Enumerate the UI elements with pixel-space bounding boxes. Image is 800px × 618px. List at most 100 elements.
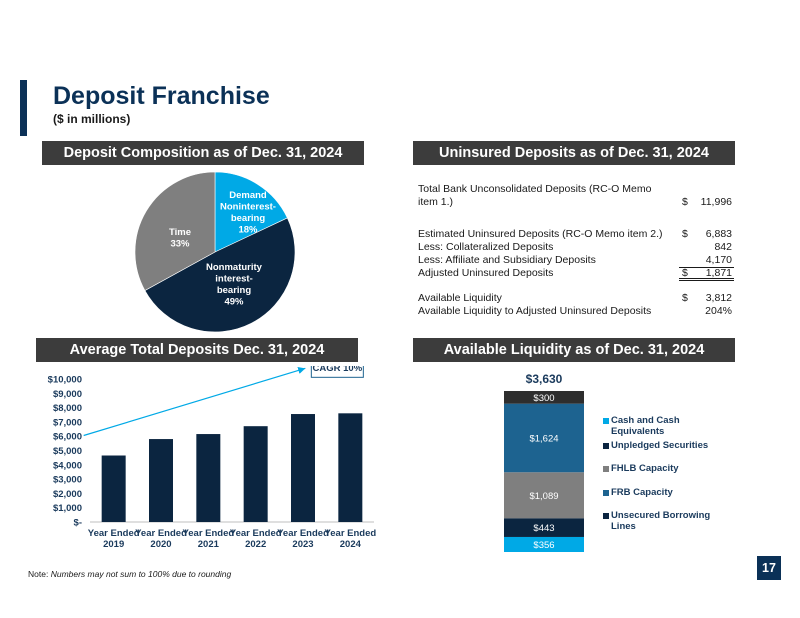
y-tick-label: $2,000 <box>53 489 82 500</box>
table-row: Adjusted Uninsured Deposits $ 1,871 <box>418 267 738 281</box>
pie-slice-label: Time 33% <box>169 227 191 250</box>
row-value: 11,996 <box>700 196 732 208</box>
y-tick-label: $9,000 <box>53 389 82 400</box>
total-underline <box>679 267 734 281</box>
row-value: 4,170 <box>705 254 732 268</box>
y-tick-label: $1,000 <box>53 503 82 514</box>
pie-slice <box>214 171 288 253</box>
footnote-text: Numbers may not sum to 100% due to round… <box>50 569 232 579</box>
available-liquidity-stacked-bar: $356 $443 $1,089 $1,624 $300 $3,630 <box>504 372 584 552</box>
legend-label: Cash and Cash Equivalents <box>611 415 680 437</box>
section-header-uninsured: Uninsured Deposits as of Dec. 31, 2024 <box>413 141 735 165</box>
y-tick-label: $- <box>74 518 82 529</box>
row-value: 204% <box>705 305 732 317</box>
bar <box>149 439 173 522</box>
bar <box>101 455 126 522</box>
legend-label: Unsecured Borrowing Lines <box>611 510 711 532</box>
legend-item: FHLB Capacity <box>603 463 713 474</box>
row-label: Adjusted Uninsured Deposits <box>418 267 554 279</box>
row-value: 3,812 <box>705 292 732 304</box>
legend-swatch <box>603 490 609 496</box>
x-tick-label: Year Ended 2024 <box>324 528 376 550</box>
table-row: Less: Collateralized Deposits 842 <box>418 241 738 254</box>
row-label: Available Liquidity <box>418 292 502 304</box>
section-header-average: Average Total Deposits Dec. 31, 2024 <box>36 338 358 362</box>
row-dollar: $ <box>682 228 688 240</box>
stack-segment-label: $300 <box>533 393 554 404</box>
y-tick-label: $7,000 <box>53 417 82 428</box>
legend-swatch <box>603 418 609 424</box>
row-value: 6,883 <box>705 228 732 240</box>
legend-item: Unpledged Securities <box>603 440 713 451</box>
y-tick-label: $5,000 <box>53 446 82 457</box>
average-deposits-bar-chart: $- $1,000 $2,000 $3,000 $4,000 $5,000 $6,000 $7… <box>48 366 376 550</box>
page-title: Deposit Franchise <box>53 82 270 110</box>
y-tick-label: $4,000 <box>53 460 82 471</box>
y-tick-label: $6,000 <box>53 432 82 443</box>
row-dollar: $ <box>682 292 688 304</box>
x-tick-label: Year Ended 2019 <box>88 528 140 550</box>
row-label: item 1.) <box>418 196 454 208</box>
page-number: 17 <box>757 556 781 580</box>
table-row: Available Liquidity $ 3,812 <box>418 292 738 305</box>
row-label: Available Liquidity to Adjusted Uninsure… <box>418 305 652 317</box>
row-value: 1,871 <box>705 267 732 279</box>
pie-slice-label: Demand Noninterest-bearing 18% <box>220 190 276 236</box>
row-label: Total Bank Unconsolidated Deposits (RC-O… <box>418 183 652 195</box>
page-subtitle: ($ in millions) <box>53 112 131 126</box>
legend-item: Cash and Cash Equivalents <box>603 415 713 437</box>
stack-segment <box>504 391 584 404</box>
y-tick-label: $8,000 <box>53 403 82 414</box>
stack-segment-label: $443 <box>533 523 554 534</box>
table-row: item 1.) $ 11,996 <box>418 196 738 209</box>
bar <box>243 426 268 522</box>
legend-label: FHLB Capacity <box>611 463 679 474</box>
section-header-liquidity: Available Liquidity as of Dec. 31, 2024 <box>413 338 735 362</box>
section-header-composition: Deposit Composition as of Dec. 31, 2024 <box>42 141 364 165</box>
legend-item: Unsecured Borrowing Lines <box>603 510 713 532</box>
stack-segment-label: $356 <box>533 540 554 551</box>
footnote-prefix: Note: <box>28 569 49 579</box>
table-row: Available Liquidity to Adjusted Uninsure… <box>418 305 738 318</box>
stack-total-label: $3,630 <box>526 372 563 386</box>
bar <box>291 414 315 522</box>
row-dollar: $ <box>682 267 688 279</box>
legend-label: FRB Capacity <box>611 487 673 498</box>
x-tick-label: Year Ended 2022 <box>230 528 282 550</box>
legend-label: Unpledged Securities <box>611 440 709 451</box>
row-label: Estimated Uninsured Deposits (RC-O Memo … <box>418 228 663 240</box>
bar <box>196 434 221 522</box>
stack-segment-label: $1,624 <box>529 433 558 444</box>
cagr-trend-arrow <box>83 366 306 437</box>
table-row: Less: Affiliate and Subsidiary Deposits … <box>418 254 738 268</box>
legend-swatch <box>603 443 609 449</box>
bar <box>338 413 363 522</box>
x-tick-label: Year Ended 2020 <box>135 528 187 550</box>
cagr-box <box>310 366 364 378</box>
deposit-composition-pie-chart: Demand Noninterest-bearing 18% Nonmaturity i… <box>134 171 296 333</box>
y-tick-label: $3,000 <box>53 475 82 486</box>
pie-slice <box>144 217 296 333</box>
x-tick-label: Year Ended 2021 <box>182 528 234 550</box>
cagr-label: CAGR 10% <box>313 366 363 374</box>
row-label: Less: Affiliate and Subsidiary Deposits <box>418 254 596 266</box>
footnote: Note: Numbers may not sum to 100% due to… <box>28 569 231 579</box>
legend-swatch <box>603 513 609 519</box>
stack-segment-label: $1,089 <box>529 491 558 502</box>
stack-segment <box>504 536 584 552</box>
row-label: Less: Collateralized Deposits <box>418 241 554 253</box>
stack-segment <box>504 472 584 519</box>
table-row: Total Bank Unconsolidated Deposits (RC-O… <box>418 183 738 196</box>
pie-slice-label: Nonmaturity interest-bearing 49% <box>206 262 263 308</box>
title-accent-bar <box>20 80 27 136</box>
table-row: Estimated Uninsured Deposits (RC-O Memo … <box>418 228 738 241</box>
row-value: 842 <box>714 241 732 253</box>
pie-slice <box>134 171 216 291</box>
legend-item: FRB Capacity <box>603 487 713 498</box>
row-dollar: $ <box>682 196 688 208</box>
x-tick-label: Year Ended 2023 <box>277 528 329 550</box>
stack-segment <box>504 518 584 537</box>
stack-segment <box>504 403 584 473</box>
y-tick-label: $10,000 <box>48 375 82 386</box>
legend-swatch <box>603 466 609 472</box>
